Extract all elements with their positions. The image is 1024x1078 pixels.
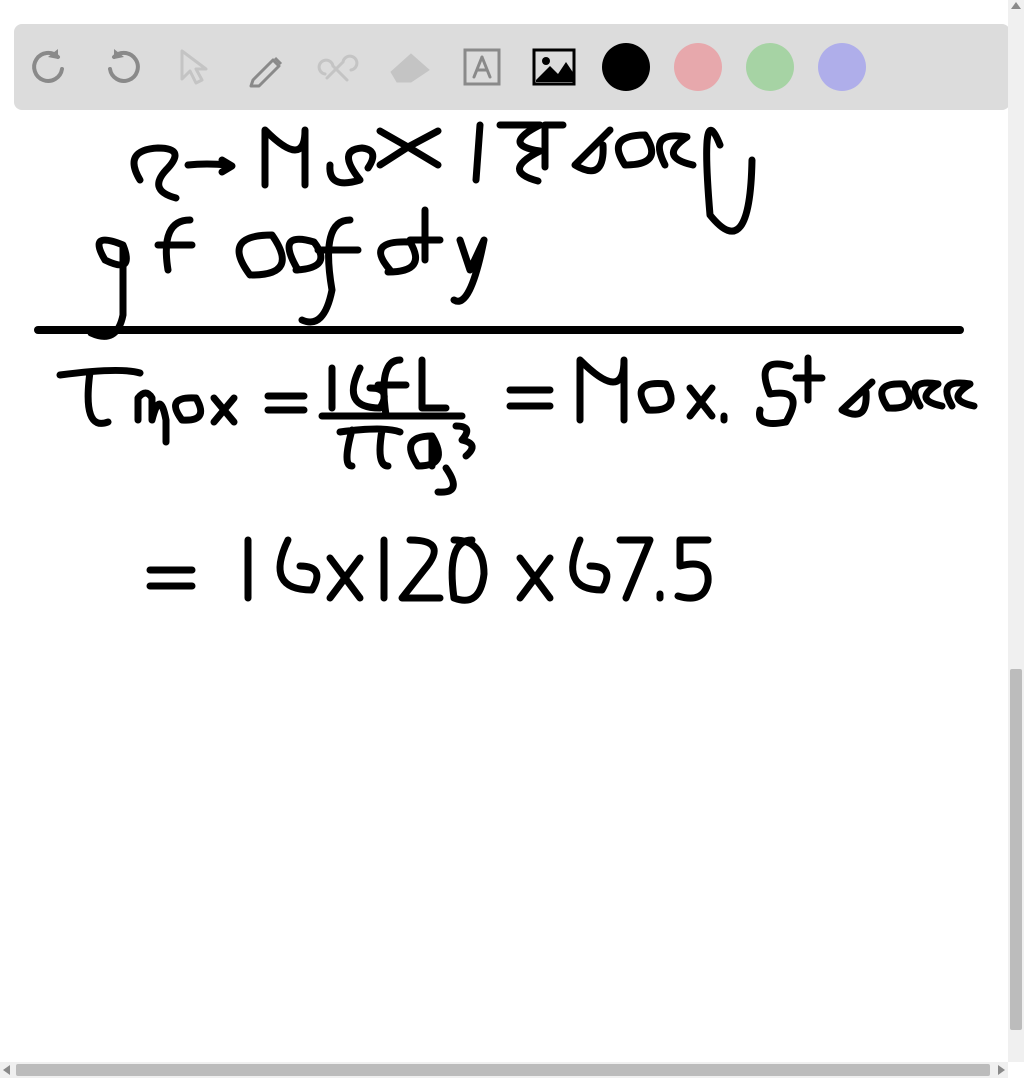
redo-icon[interactable] [98,43,146,91]
scroll-left-icon[interactable] [3,1065,10,1075]
eraser-icon[interactable] [386,43,434,91]
color-black[interactable] [602,43,650,91]
drawing-app [0,0,1024,1078]
scroll-right-icon[interactable] [998,1065,1005,1075]
canvas-area[interactable] [0,0,1024,1078]
color-purple[interactable] [818,43,866,91]
handwriting-line-3a [60,358,974,492]
undo-icon[interactable] [26,43,74,91]
handwriting-line-4 [150,540,708,600]
handwriting-line-2 [91,210,484,336]
horizontal-scrollbar[interactable] [0,1062,1008,1078]
vertical-scrollbar[interactable] [1008,0,1024,1062]
color-pink[interactable] [674,43,722,91]
handwriting-line-1 [134,125,752,231]
pencil-icon[interactable] [242,43,290,91]
toolbar [14,24,1010,110]
cursor-icon[interactable] [170,43,218,91]
text-icon[interactable] [458,43,506,91]
horizontal-scroll-thumb[interactable] [16,1064,990,1076]
vertical-scroll-thumb[interactable] [1010,669,1022,1030]
tools-icon[interactable] [314,43,362,91]
color-green[interactable] [746,43,794,91]
image-icon[interactable] [530,43,578,91]
handwriting-layer [0,110,1008,1060]
scroll-up-icon[interactable] [1011,2,1021,9]
